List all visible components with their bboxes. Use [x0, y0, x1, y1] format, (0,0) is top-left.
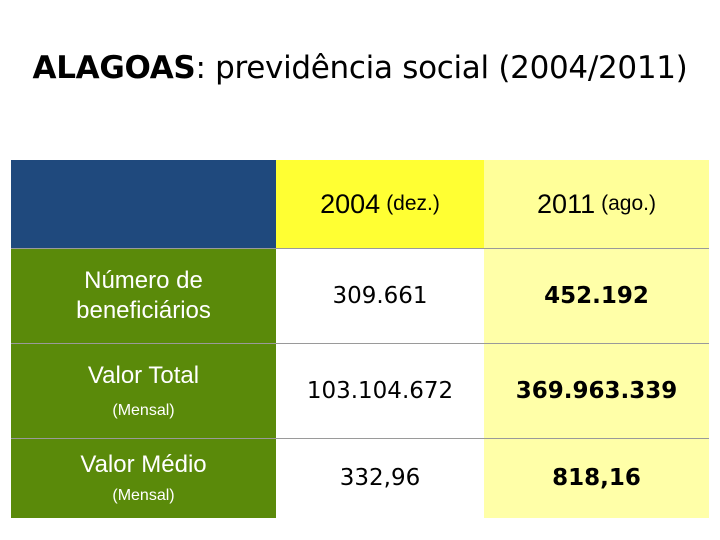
title-text: : previdência social (2004/2011) [195, 50, 688, 86]
table-corner-cell [11, 160, 276, 248]
value-2011-valor-total: 369.963.339 [484, 343, 709, 438]
row-divider [11, 438, 709, 439]
row-divider [11, 248, 709, 249]
row-label-valor-total: Valor Total (Mensal) [11, 343, 276, 438]
value-2011-beneficiarios: 452.192 [484, 248, 709, 343]
value-2004-valor-medio: 332,96 [276, 438, 484, 518]
row-sublabel-text: (Mensal) [112, 487, 175, 504]
row-divider [11, 343, 709, 344]
row-sublabel-text: (Mensal) [112, 401, 175, 419]
header-2011: 2011 (ago.) [484, 160, 709, 248]
value-2004-valor-total: 103.104.672 [276, 343, 484, 438]
row-label-valor-medio: Valor Médio (Mensal) [11, 438, 276, 518]
row-label-beneficiarios: Número de beneficiários [11, 248, 276, 343]
header-2004-year: 2004 [320, 188, 381, 219]
page-title: ALAGOAS: previdência social (2004/2011) [0, 50, 720, 86]
title-state: ALAGOAS [32, 50, 196, 86]
header-2011-period: (ago.) [601, 192, 656, 215]
value-2004-beneficiarios: 309.661 [276, 248, 484, 343]
row-label-text: Número de beneficiários [76, 266, 211, 324]
value-2011-valor-medio: 818,16 [484, 438, 709, 518]
header-2011-year: 2011 [537, 188, 596, 219]
row-label-text: Valor Total [87, 361, 200, 389]
row-label-text: Valor Médio [80, 451, 207, 478]
header-2004: 2004 (dez.) [276, 160, 484, 248]
header-2004-period: (dez.) [386, 192, 440, 215]
